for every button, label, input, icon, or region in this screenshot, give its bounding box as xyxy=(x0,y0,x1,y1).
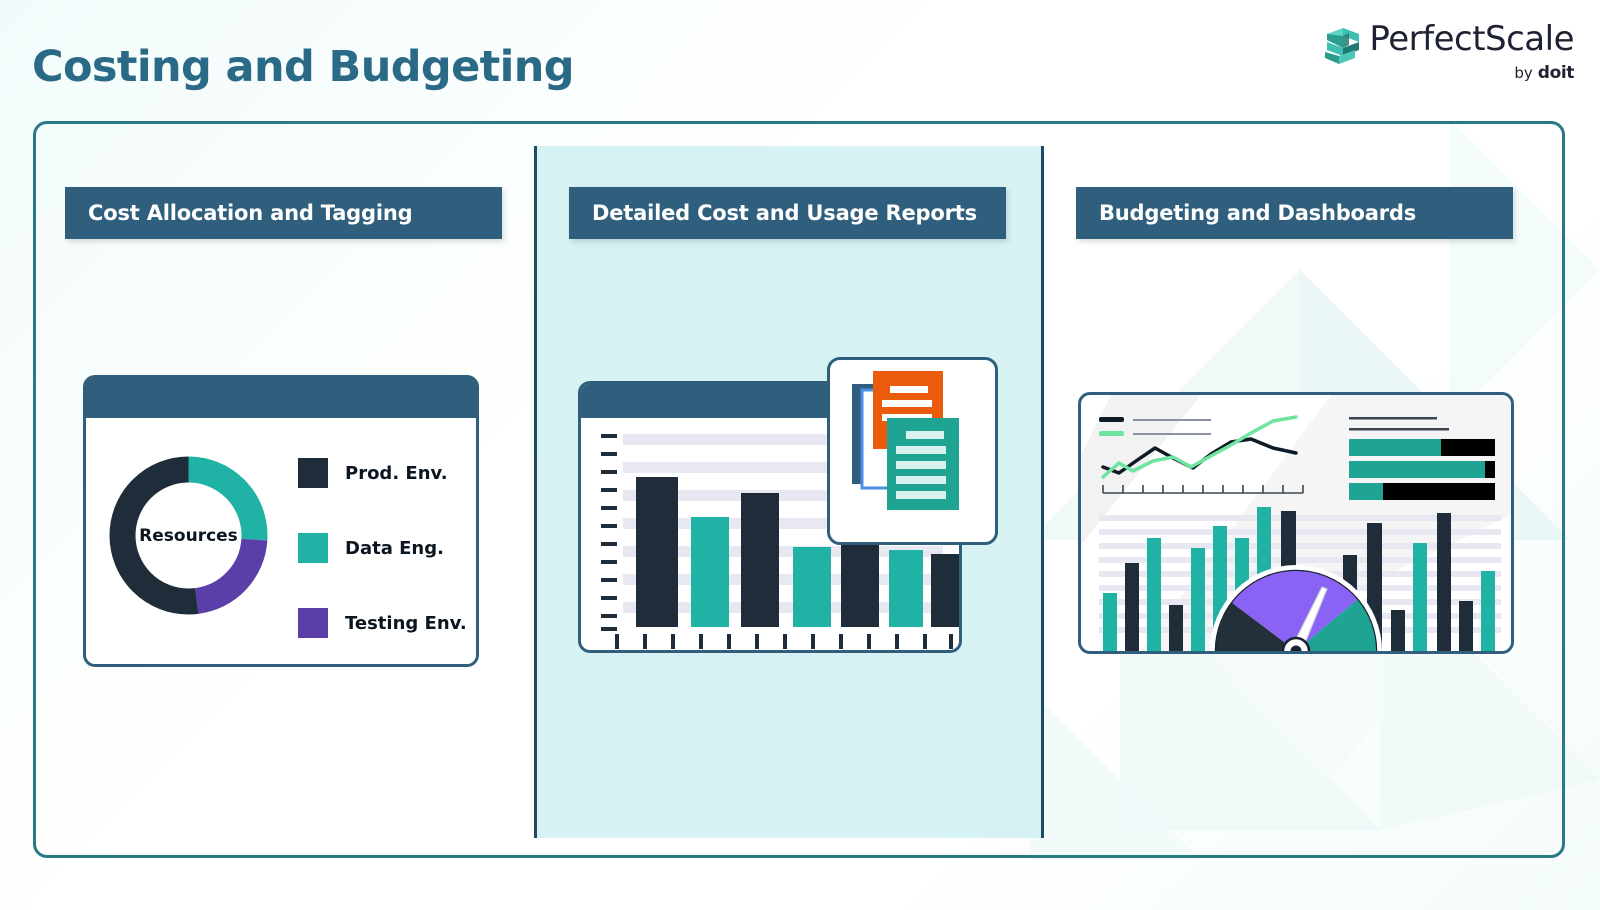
dashboard-graphics xyxy=(1081,395,1511,651)
column-header-detailed-reports[interactable]: Detailed Cost and Usage Reports xyxy=(569,187,1006,239)
donut-legend: Prod. Env. Data Eng. Testing Env. xyxy=(298,448,467,673)
progress-bar-3 xyxy=(1349,483,1495,500)
column-header-label: Budgeting and Dashboards xyxy=(1099,201,1417,225)
bar-2 xyxy=(691,517,729,627)
legend-swatch xyxy=(298,458,328,488)
y-axis-ticks xyxy=(601,434,617,631)
dashboard-text-lines xyxy=(1349,417,1449,431)
bar-3 xyxy=(741,493,779,627)
gauge-segment-teal xyxy=(1296,599,1376,651)
mini-bar-13 xyxy=(1391,610,1405,651)
chart-bars xyxy=(636,477,959,627)
mini-bar-4 xyxy=(1169,605,1183,651)
legend-swatch xyxy=(298,533,328,563)
logo-doit-label: doit xyxy=(1537,63,1575,83)
bar-7 xyxy=(931,554,959,627)
documents-overlay-card xyxy=(827,357,998,545)
mini-bar-14 xyxy=(1413,543,1427,651)
card-title-bar xyxy=(86,378,476,418)
column-header-label: Detailed Cost and Usage Reports xyxy=(592,201,977,225)
mini-bar-15 xyxy=(1437,513,1451,651)
bar-6 xyxy=(889,550,923,627)
mini-bar-2 xyxy=(1125,563,1139,651)
line-chart-legend xyxy=(1099,417,1211,436)
chart-gridlines xyxy=(623,434,943,613)
page-title: Costing and Budgeting xyxy=(32,42,575,92)
column-header-cost-allocation[interactable]: Cost Allocation and Tagging xyxy=(65,187,502,239)
column-header-label: Cost Allocation and Tagging xyxy=(88,201,413,225)
column-header-budgeting-dashboards[interactable]: Budgeting and Dashboards xyxy=(1076,187,1513,239)
legend-item-data-eng: Data Eng. xyxy=(298,523,467,573)
progress-bar-1 xyxy=(1349,439,1495,456)
legend-label: Prod. Env. xyxy=(345,462,448,484)
legend-label: Data Eng. xyxy=(345,537,444,559)
progress-fill xyxy=(1349,461,1485,478)
x-axis-ticks xyxy=(615,634,953,649)
bar-1 xyxy=(636,477,678,627)
logo-by-label: by xyxy=(1514,64,1533,82)
gauge-meter xyxy=(1210,565,1382,651)
legend-swatch-green xyxy=(1099,431,1124,436)
bar-4 xyxy=(793,547,831,627)
legend-item-testing-env: Testing Env. xyxy=(298,598,467,648)
legend-text-placeholder xyxy=(1133,419,1211,421)
mini-bar-3 xyxy=(1147,538,1161,651)
perfectscale-ribbon-mark xyxy=(1325,28,1360,64)
resources-donut-chart: Resources xyxy=(101,448,276,623)
gauge-pivot-dot xyxy=(1290,645,1302,651)
logo-parent-brand: by doit xyxy=(1514,63,1574,83)
mini-bar-5 xyxy=(1191,548,1205,651)
trend-line-dark xyxy=(1101,437,1298,475)
logo-product-name: PerfectScale xyxy=(1369,19,1574,59)
budgeting-dashboard-card xyxy=(1078,392,1514,654)
gauge-pivot-ring xyxy=(1281,636,1311,651)
content-frame xyxy=(33,121,1565,858)
cost-usage-bar-chart xyxy=(601,434,959,649)
progress-track xyxy=(1349,483,1495,500)
progress-bar-2 xyxy=(1349,461,1495,478)
cost-allocation-card: Resources Prod. Env. Data Eng. Testing E… xyxy=(83,375,479,667)
legend-swatch xyxy=(298,608,328,638)
trend-line-green xyxy=(1101,415,1298,479)
donut-segment-prod-env xyxy=(109,456,268,615)
donut-center-label: Resources xyxy=(139,525,238,546)
legend-item-prod-env: Prod. Env. xyxy=(298,448,467,498)
mini-bar-17 xyxy=(1481,571,1495,651)
line-chart-axis xyxy=(1102,485,1304,494)
gauge-needle xyxy=(1290,586,1328,651)
gauge-segment-dark xyxy=(1216,602,1296,651)
teal-document xyxy=(887,418,959,510)
progress-fill xyxy=(1349,483,1383,500)
progress-fill xyxy=(1349,439,1441,456)
legend-text-placeholder xyxy=(1133,433,1211,435)
mini-bar-1 xyxy=(1103,593,1117,651)
brand-logo: PerfectScale by doit xyxy=(1321,22,1574,83)
mini-bar-16 xyxy=(1459,601,1473,651)
legend-label: Testing Env. xyxy=(345,612,467,634)
legend-swatch-dark xyxy=(1099,417,1124,422)
